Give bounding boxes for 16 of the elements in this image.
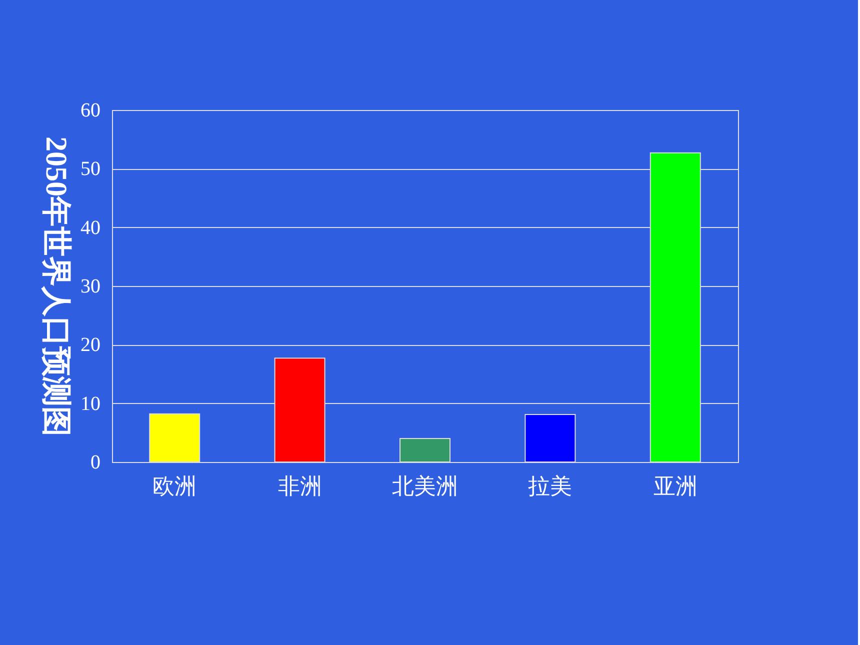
bar bbox=[149, 413, 200, 462]
y-axis-title: 2050年世界人口预测图 bbox=[40, 136, 72, 436]
x-tick-label: 亚洲 bbox=[653, 474, 698, 498]
y-tick-label: 20 bbox=[80, 334, 100, 356]
x-tick-label: 拉美 bbox=[528, 474, 572, 498]
y-tick-label: 60 bbox=[80, 100, 100, 122]
y-tick-label: 40 bbox=[80, 216, 100, 239]
x-tick-label: 欧洲 bbox=[152, 474, 197, 498]
bar bbox=[524, 414, 576, 462]
y-tick-label: 10 bbox=[80, 392, 100, 415]
y-tick-label: 0 bbox=[90, 452, 100, 474]
x-tick-label: 非洲 bbox=[278, 474, 322, 498]
y-tick-label: 50 bbox=[80, 158, 100, 180]
y-tick-label: 30 bbox=[80, 276, 100, 298]
bar bbox=[400, 438, 450, 462]
x-tick-label: 北美洲 bbox=[392, 474, 458, 498]
